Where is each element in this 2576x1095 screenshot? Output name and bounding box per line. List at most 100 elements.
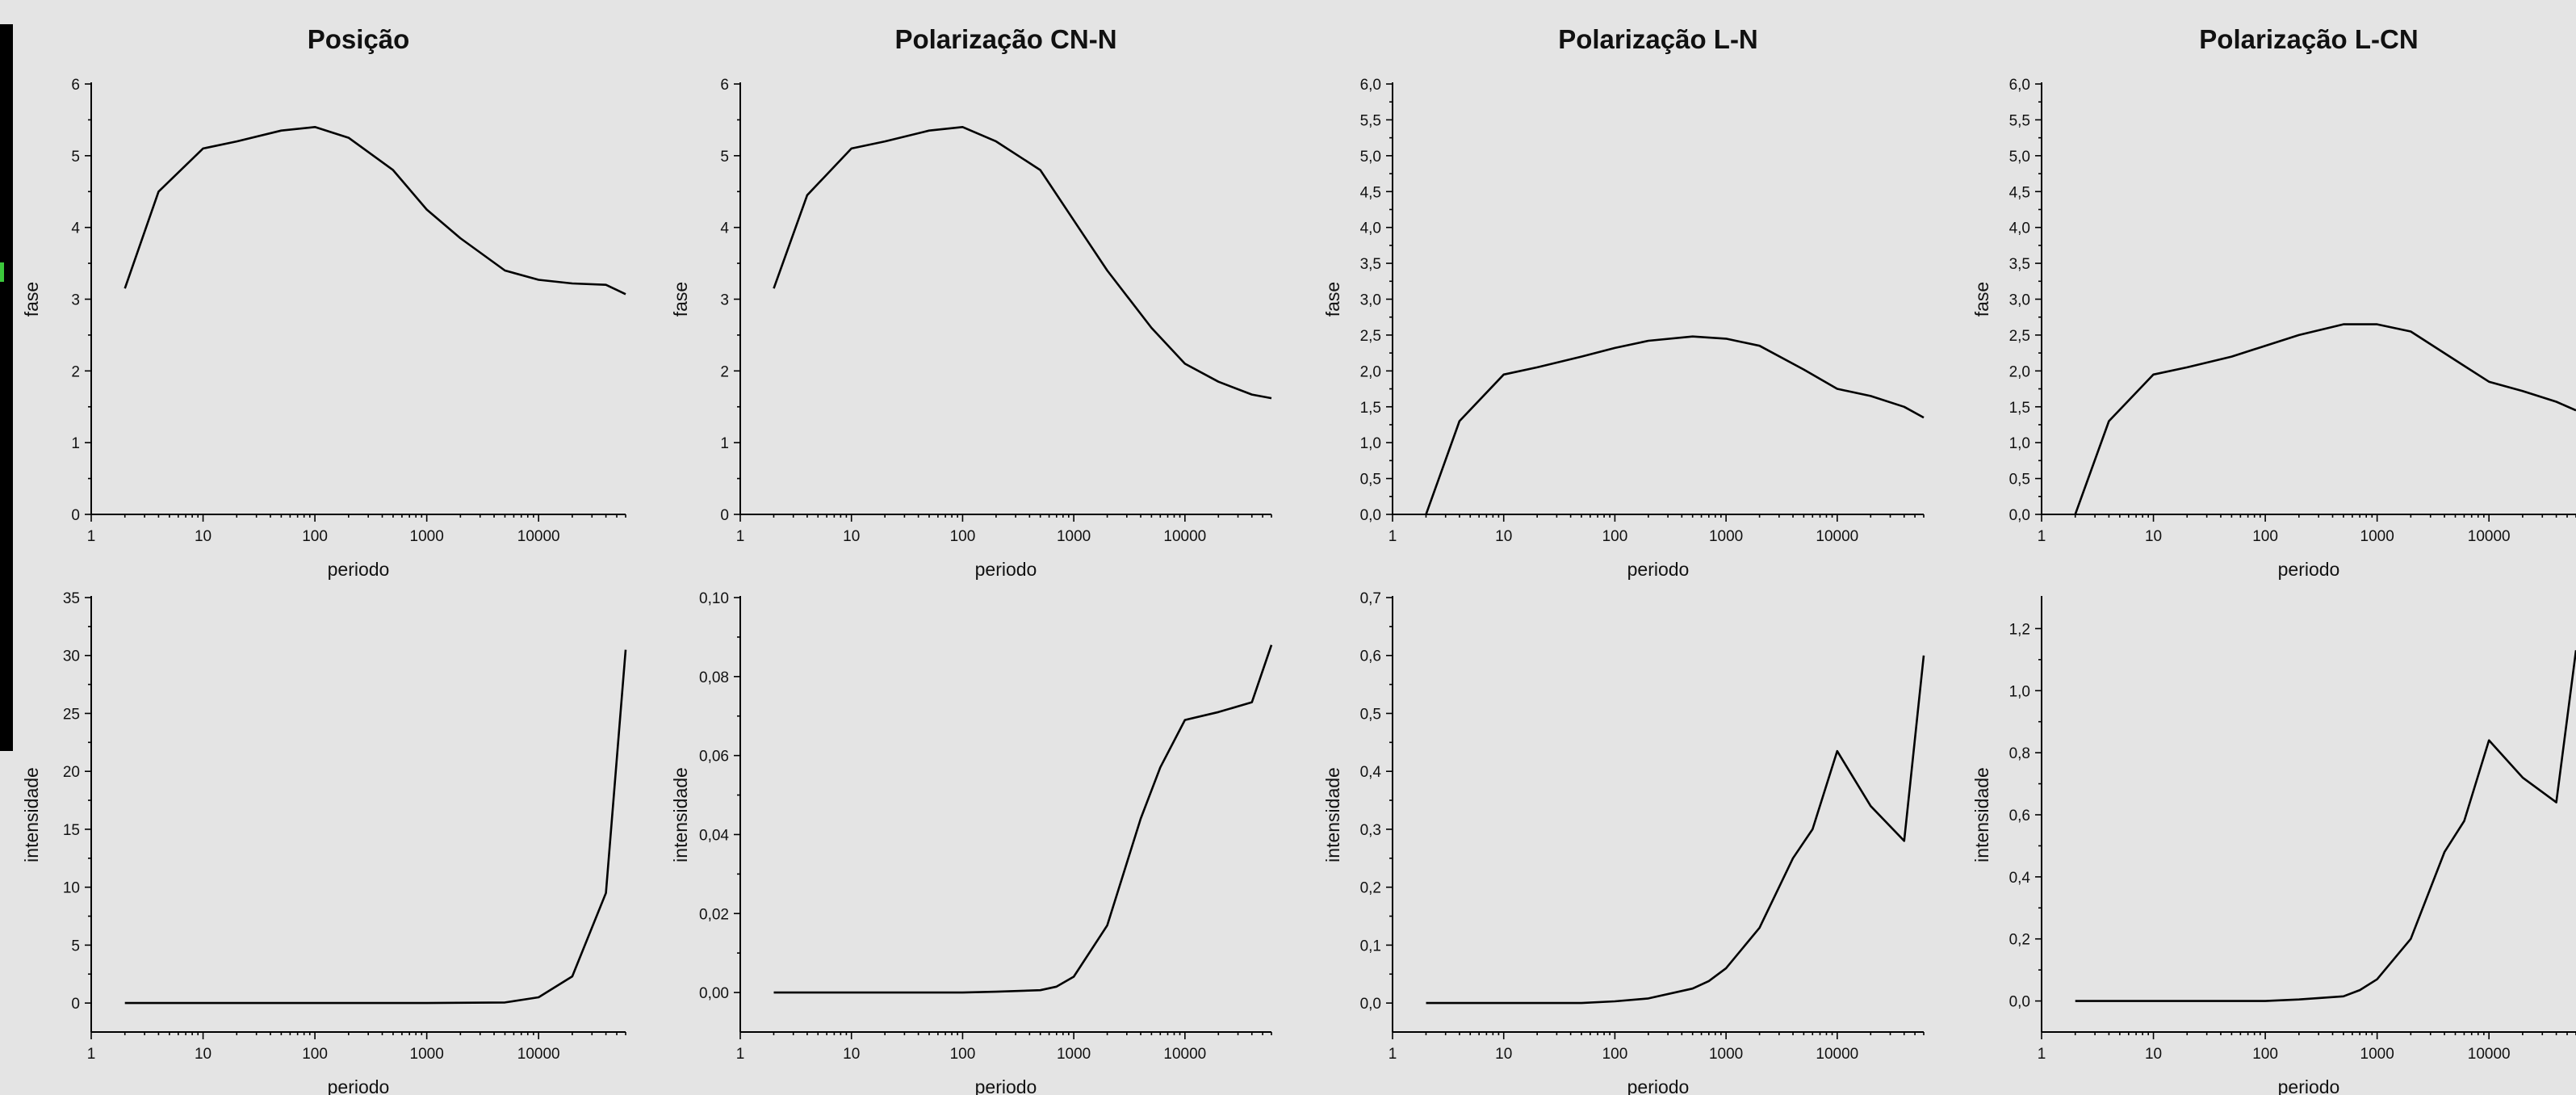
y-tick-label: 4,0 (1360, 220, 1381, 237)
x-tick-label: 10000 (1163, 1046, 1206, 1063)
y-tick-label: 3,5 (1360, 256, 1381, 273)
y-tick-label: 0,0 (1360, 507, 1381, 524)
chart-panel-7: 0,0 0,1 0,2 0,3 0,4 0,5 0,6 0,7 1 10 100 1000 10000 p… (1322, 590, 1925, 1095)
chart-title: Polarização CN-N (894, 24, 1116, 54)
y-tick-label: 4 (720, 220, 729, 237)
y-tick-label: 30 (63, 648, 80, 665)
y-tick-label: 3 (71, 292, 80, 309)
series-line (1425, 335, 1925, 515)
x-tick-label: 10000 (1816, 528, 1858, 545)
y-tick-label: 0,2 (1360, 880, 1381, 897)
y-tick-label: 2 (71, 363, 80, 380)
series-line (773, 644, 1273, 994)
x-tick-label: 10000 (517, 1046, 560, 1063)
chart-panel-3: Polarização L-N 0,0 0,5 1,0 1,5 2,0 2,5 3,0 3,5 4… (1322, 24, 1925, 580)
chart-title: Posição (308, 24, 410, 54)
y-tick-label: 4 (71, 220, 80, 237)
x-tick-label: 100 (950, 1046, 976, 1063)
series-line (124, 126, 626, 296)
y-tick-label: 0,00 (699, 985, 729, 1002)
y-tick-label: 0,06 (699, 749, 729, 766)
series-line (2075, 650, 2576, 1002)
y-tick-label: 25 (63, 706, 80, 723)
y-tick-label: 15 (63, 822, 80, 839)
y-tick-label: 4,5 (1360, 184, 1381, 201)
x-tick-label: 100 (302, 528, 328, 545)
series-line (2074, 323, 2576, 515)
y-axis-label: intensidade (1322, 767, 1343, 862)
x-tick-label: 1000 (2360, 528, 2394, 545)
x-tick-label: 1000 (1709, 528, 1743, 545)
y-tick-label: 0,4 (1360, 764, 1382, 781)
y-tick-label: 1,0 (1360, 435, 1381, 452)
chart-title: Polarização L-CN (2199, 24, 2418, 54)
y-tick-label: 5 (71, 938, 80, 954)
x-tick-label: 10000 (1816, 1046, 1858, 1063)
x-axis-label: periodo (2278, 1076, 2340, 1095)
y-tick-label: 4,0 (2009, 220, 2030, 237)
y-tick-label: 0,0 (2009, 994, 2030, 1011)
y-tick-label: 3,5 (2009, 256, 2030, 273)
y-tick-label: 1,2 (2009, 621, 2030, 638)
x-tick-label: 10000 (2468, 1046, 2511, 1063)
x-tick-label: 1000 (410, 1046, 444, 1063)
y-tick-label: 0,02 (699, 906, 729, 923)
x-axis-label: periodo (328, 1076, 390, 1095)
x-tick-label: 1 (1389, 528, 1397, 545)
x-tick-label: 10 (2145, 1046, 2162, 1063)
chart-panel-6: 0,00 0,02 0,04 0,06 0,08 0,10 1 10 100 1000 10000 p… (670, 590, 1273, 1095)
x-tick-label: 10 (2145, 528, 2162, 545)
y-tick-label: 0 (71, 996, 80, 1013)
y-tick-label: 0,04 (699, 827, 729, 844)
y-tick-label: 0,10 (699, 590, 729, 607)
y-tick-label: 0,5 (1360, 472, 1381, 489)
y-tick-label: 0,7 (1360, 590, 1381, 607)
x-tick-label: 1000 (1057, 1046, 1091, 1063)
x-tick-label: 100 (1602, 528, 1628, 545)
y-tick-label: 5,0 (2009, 149, 2030, 166)
y-tick-label: 1,5 (1360, 400, 1381, 417)
y-tick-label: 0,6 (2009, 808, 2030, 824)
y-tick-label: 1 (720, 435, 729, 452)
x-axis-label: periodo (2278, 559, 2340, 580)
x-tick-label: 10000 (517, 528, 560, 545)
green-marker (0, 262, 4, 282)
y-tick-label: 5,5 (1360, 112, 1381, 129)
y-tick-label: 0 (71, 507, 80, 524)
y-tick-label: 1,0 (2009, 435, 2030, 452)
y-tick-label: 2,0 (2009, 363, 2030, 380)
y-tick-label: 0,6 (1360, 648, 1381, 665)
y-tick-label: 10 (63, 880, 80, 897)
x-tick-label: 10 (843, 528, 860, 545)
x-axis-label: periodo (328, 559, 390, 580)
y-tick-label: 1,0 (2009, 683, 2030, 700)
chart-panel-4: Polarização L-CN 0,0 0,5 1,0 1,5 2,0 2,5 3,0 3,5… (1971, 24, 2576, 580)
y-axis-label: fase (1322, 282, 1343, 317)
x-tick-label: 1 (1389, 1046, 1397, 1063)
y-tick-label: 3,0 (2009, 292, 2030, 309)
x-axis-label: periodo (1627, 1076, 1690, 1095)
y-tick-label: 5,5 (2009, 112, 2030, 129)
y-tick-label: 3 (720, 292, 729, 309)
y-axis-label: intensidade (21, 767, 42, 862)
y-tick-label: 2 (720, 363, 729, 380)
x-tick-label: 1 (2038, 1046, 2046, 1063)
y-tick-label: 4,5 (2009, 184, 2030, 201)
x-tick-label: 1000 (2360, 1046, 2394, 1063)
y-tick-label: 20 (63, 764, 80, 781)
x-tick-label: 100 (302, 1046, 328, 1063)
series-line (124, 649, 627, 1005)
y-axis-label: fase (21, 282, 42, 317)
y-tick-label: 0,0 (2009, 507, 2030, 524)
y-tick-label: 0,0 (1360, 996, 1381, 1013)
y-tick-label: 5,0 (1360, 149, 1381, 166)
x-tick-label: 100 (1602, 1046, 1628, 1063)
y-tick-label: 6,0 (1360, 77, 1381, 94)
y-tick-label: 6 (720, 77, 729, 94)
x-tick-label: 10 (843, 1046, 860, 1063)
x-tick-label: 1000 (410, 528, 444, 545)
x-axis-label: periodo (1627, 559, 1690, 580)
y-tick-label: 0,08 (699, 669, 729, 686)
